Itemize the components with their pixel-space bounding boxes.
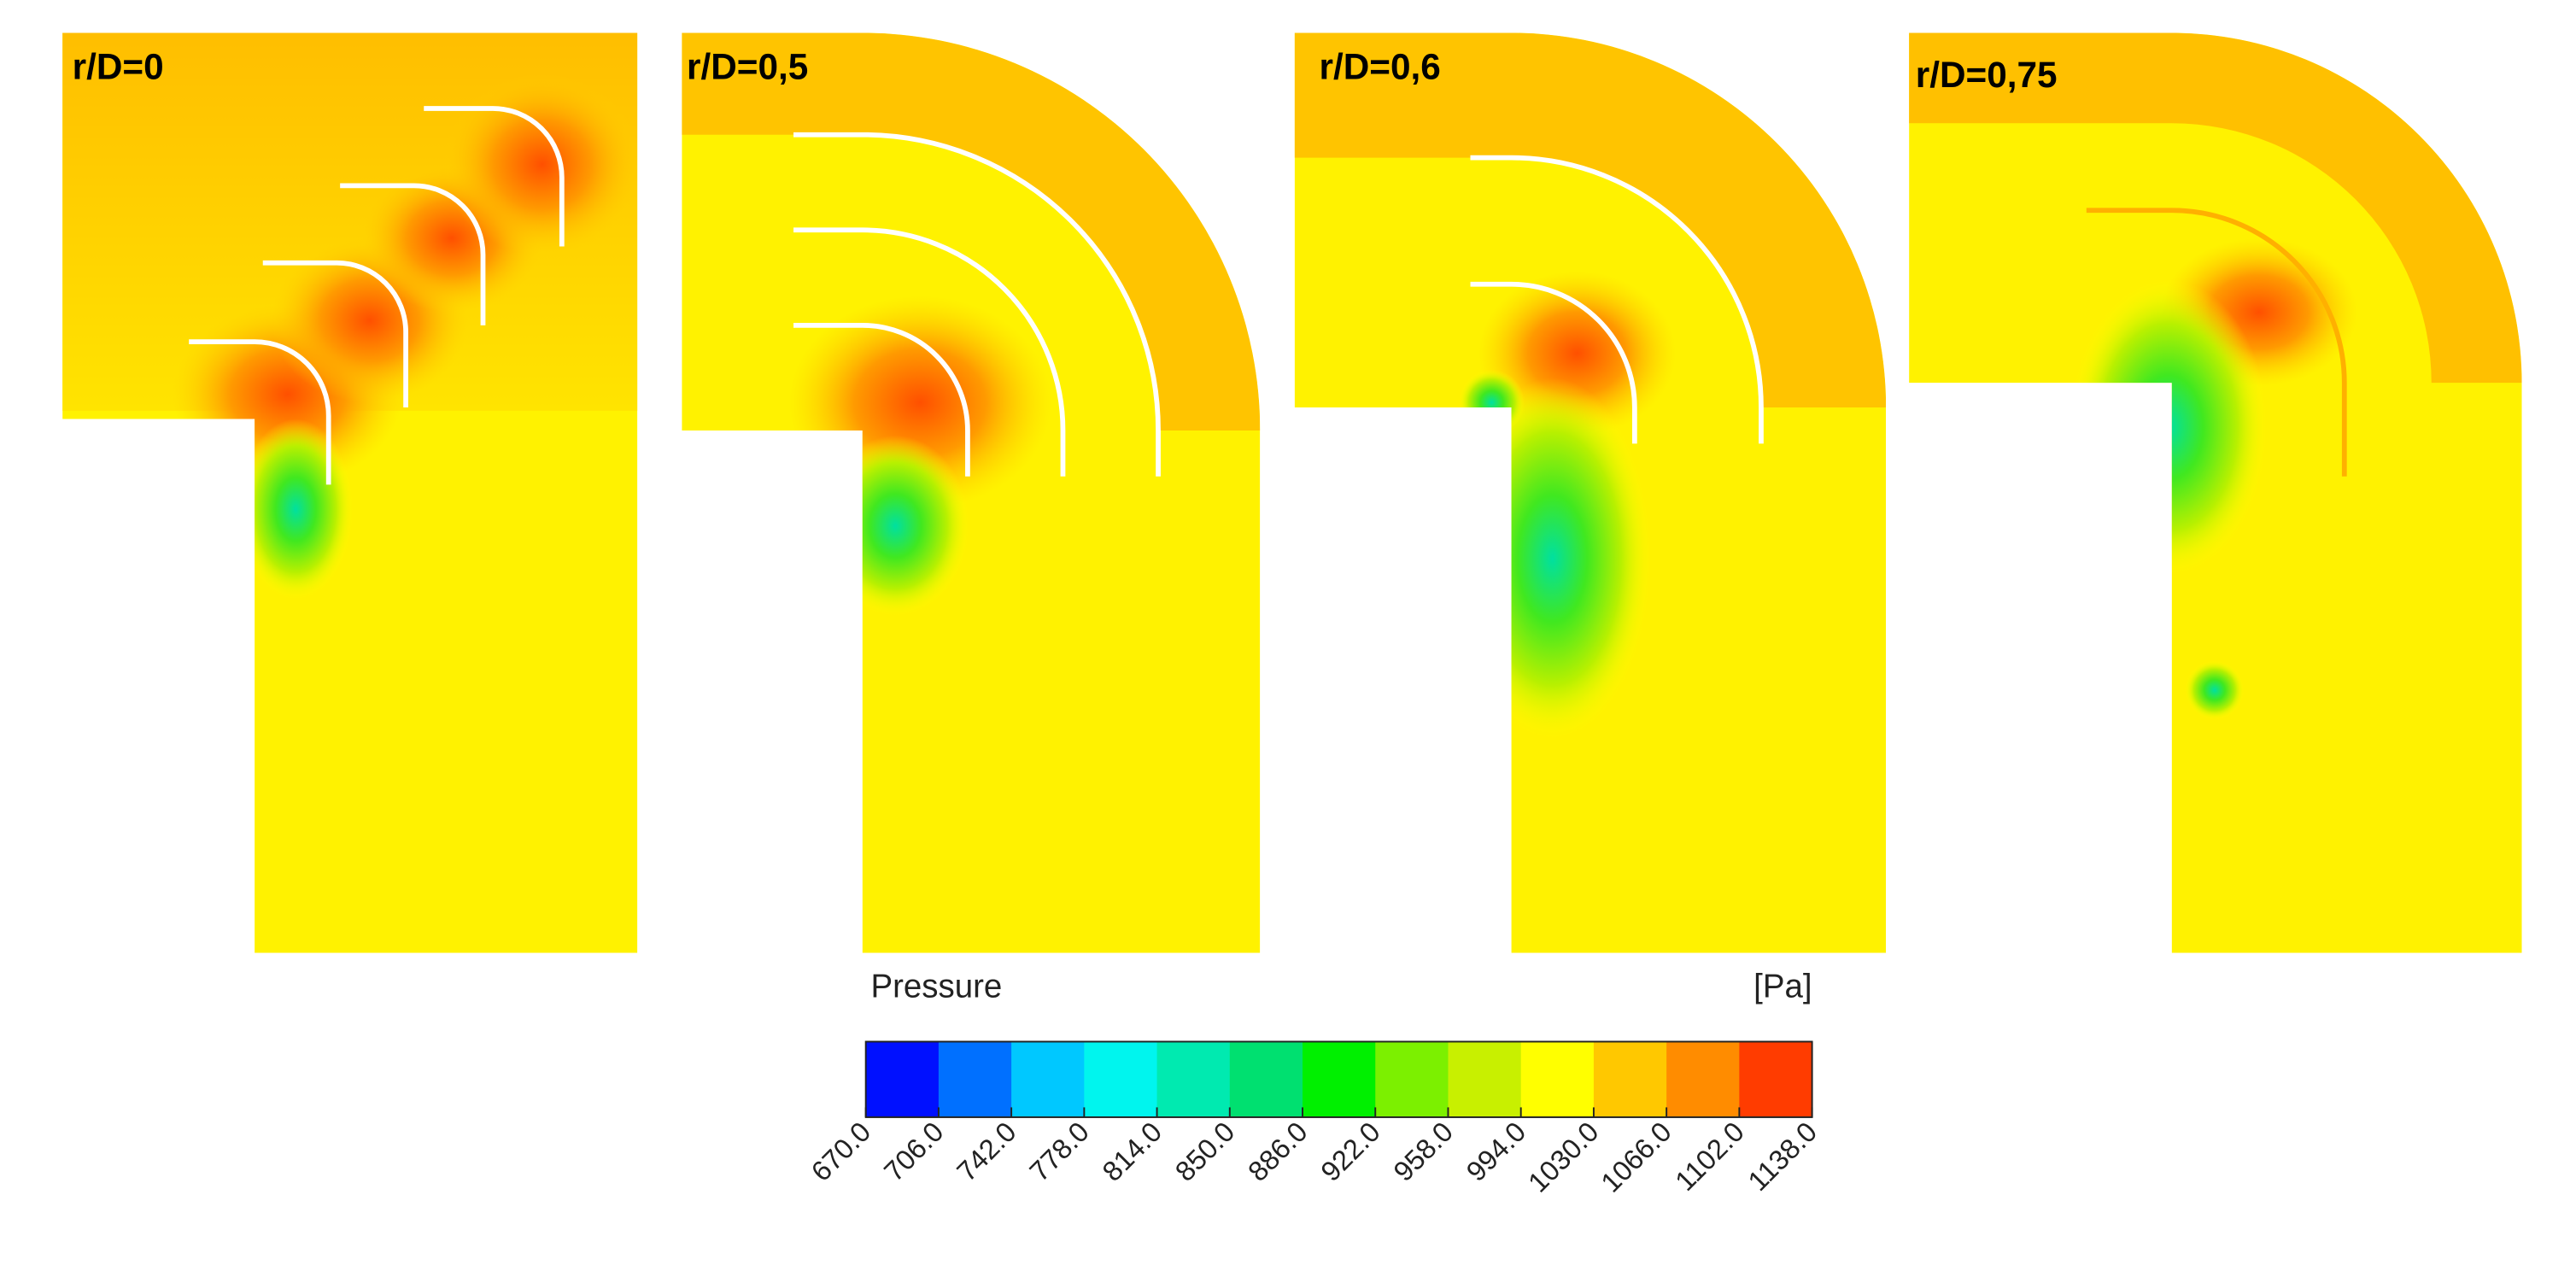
tick-label: 922.0 bbox=[1314, 1116, 1386, 1187]
tick-label: 742.0 bbox=[951, 1116, 1022, 1187]
tick-label: 814.0 bbox=[1096, 1116, 1168, 1187]
colorbar-step bbox=[1084, 1041, 1158, 1117]
colorbar-step bbox=[1520, 1041, 1595, 1117]
colorbar-unit: [Pa] bbox=[1753, 969, 1812, 1005]
colorbar: 670.0 706.0 742.0 778.0 814.0 850.0 886.0 922.0… bbox=[805, 1040, 1823, 1198]
tick-label: 706.0 bbox=[878, 1116, 950, 1187]
colorbar-step bbox=[1156, 1041, 1231, 1117]
panel-label: r/D=0 bbox=[73, 46, 164, 86]
tick-label: 1066.0 bbox=[1595, 1116, 1677, 1198]
panel-label: r/D=0,75 bbox=[1916, 55, 2058, 95]
colorbar-step bbox=[1375, 1041, 1449, 1117]
tick-label: 1138.0 bbox=[1742, 1116, 1823, 1197]
tick-label: 886.0 bbox=[1242, 1116, 1314, 1187]
panel-label: r/D=0,5 bbox=[687, 46, 808, 86]
panel-label: r/D=0,6 bbox=[1320, 46, 1441, 86]
contour-panel bbox=[682, 32, 1261, 953]
colorbar-step bbox=[1448, 1041, 1522, 1117]
colorbar-title: Pressure bbox=[870, 969, 1002, 1005]
contour-panel bbox=[62, 32, 638, 953]
colorbar-step bbox=[1666, 1041, 1741, 1117]
colorbar-step bbox=[1011, 1041, 1086, 1117]
colorbar-step bbox=[1229, 1041, 1303, 1117]
colorbar-step bbox=[865, 1041, 940, 1117]
colorbar-step bbox=[1303, 1041, 1377, 1117]
colorbar-step bbox=[1739, 1041, 1813, 1117]
contour-panel bbox=[1909, 32, 2522, 953]
colorbar-frame bbox=[864, 1040, 1813, 1118]
tick-label: 778.0 bbox=[1023, 1116, 1095, 1187]
tick-label: 1102.0 bbox=[1669, 1116, 1750, 1197]
colorbar-step bbox=[938, 1041, 1013, 1117]
tick-label: 1030.0 bbox=[1522, 1116, 1605, 1198]
tick-label: 670.0 bbox=[805, 1116, 876, 1187]
tick-label: 958.0 bbox=[1387, 1116, 1459, 1187]
tick-label: 994.0 bbox=[1460, 1116, 1531, 1187]
tick-label: 850.0 bbox=[1168, 1116, 1240, 1187]
colorbar-step bbox=[1593, 1041, 1668, 1117]
contour-panel bbox=[1294, 32, 1887, 953]
